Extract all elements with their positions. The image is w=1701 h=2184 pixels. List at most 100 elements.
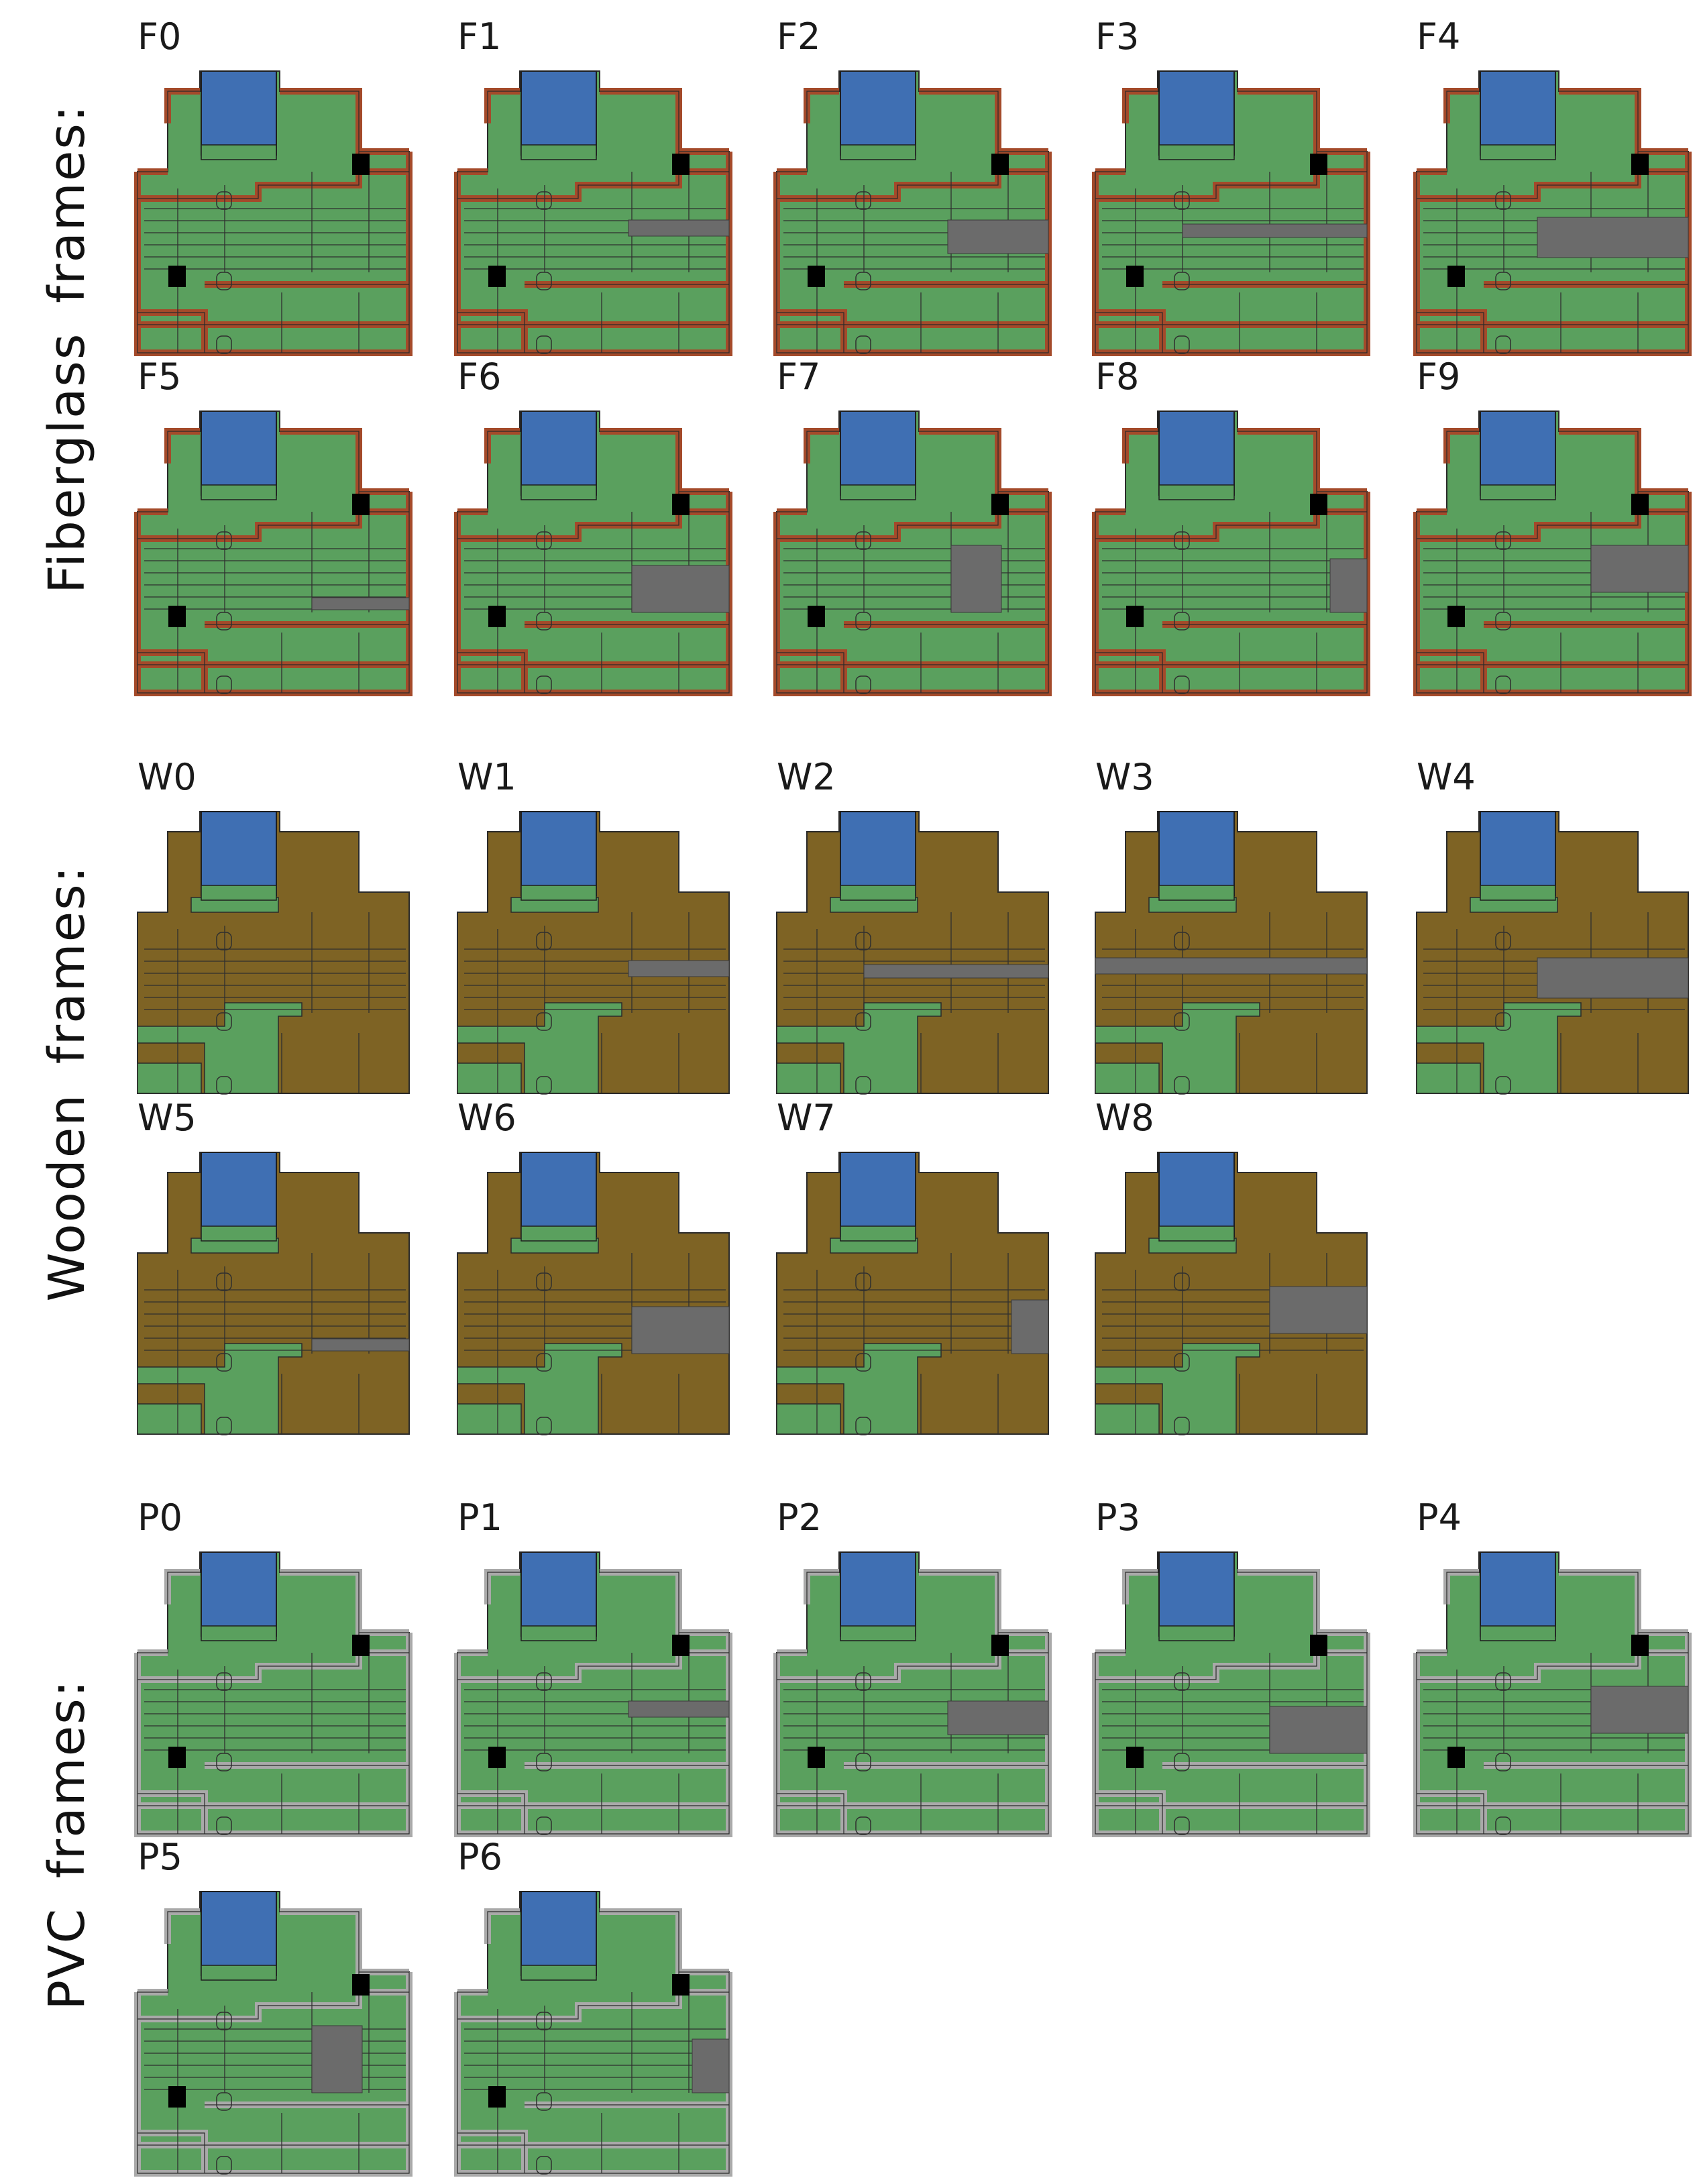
frame-label-w4: W4 xyxy=(1417,756,1476,798)
frame-f6-frame-wall-edge-8 xyxy=(457,652,525,693)
frame-f4-thermal-break-0 xyxy=(1495,191,1511,210)
frame-w2-insulation-1 xyxy=(776,1002,942,1094)
frame-w3-insulation-2 xyxy=(1095,1062,1160,1094)
frame-p1-thermal-break-2 xyxy=(536,1816,552,1835)
frame-p3-frame-wall-edge-0 xyxy=(1125,1572,1158,1604)
frame-f3-thermal-break-0 xyxy=(1174,191,1190,210)
frame-w7-thermal-break-0 xyxy=(855,1272,871,1291)
frame-f2-frame-wall-edge-8 xyxy=(777,312,844,353)
frame-drawing-p2 xyxy=(773,1551,1052,1837)
frame-f7-thermal-break-1 xyxy=(855,612,871,631)
frame-f3-glazing-unit xyxy=(1158,70,1235,156)
frame-p1-frame-wall-edge-0 xyxy=(487,1572,520,1604)
frame-p2-void-lower xyxy=(808,1747,825,1768)
frame-f7-frame-wall-edge-4 xyxy=(776,492,1049,694)
frame-p1-void-upper xyxy=(672,1635,690,1656)
frame-drawing-f1 xyxy=(454,70,732,356)
frame-f5-thermal-break-2 xyxy=(216,675,232,694)
frame-w0-thermal-break-1 xyxy=(216,1012,232,1031)
frame-f0-void-lower xyxy=(168,266,186,287)
frame-f1-frame-wall-edge-1 xyxy=(600,91,729,152)
frame-p4-void-upper xyxy=(1631,1635,1649,1656)
frame-w0-insulation-2 xyxy=(137,1062,202,1094)
frame-f9-void-lower xyxy=(1447,606,1465,627)
frame-f3-frame-wall-edge-4 xyxy=(1095,152,1368,353)
frame-f5-void-lower xyxy=(168,606,186,627)
frame-w0-thermal-break-2 xyxy=(216,1076,232,1095)
frame-p6-thermal-break-0 xyxy=(536,2012,552,2030)
frame-p1-frame-wall-edge-1 xyxy=(600,1572,729,1633)
frame-f5-frame-wall-edge-1 xyxy=(280,431,409,492)
frame-f2-reinforcement-0 xyxy=(947,219,1049,254)
frame-w4-glazing-seal xyxy=(1480,885,1556,901)
frame-w6-section xyxy=(457,1152,730,1435)
frame-p5-reinforcement-0 xyxy=(311,2025,363,2093)
frame-w8-thermal-break-0 xyxy=(1174,1272,1190,1291)
frame-p4-thermal-break-0 xyxy=(1495,1672,1511,1691)
frame-f9-section xyxy=(1413,411,1692,696)
frame-p2-thermal-break-2 xyxy=(855,1816,871,1835)
frame-p3-void-upper xyxy=(1310,1635,1327,1656)
frame-p0-section xyxy=(134,1551,413,1837)
frame-w6-glazing-seal xyxy=(520,1225,597,1242)
frame-p0-void-lower xyxy=(168,1747,186,1768)
frame-drawing-f0 xyxy=(134,70,413,356)
frame-p5-glazing-seal xyxy=(201,1965,277,1981)
frame-label-f6: F6 xyxy=(457,356,502,398)
frame-f8-thermal-break-0 xyxy=(1174,531,1190,550)
frame-f9-thermal-break-2 xyxy=(1495,675,1511,694)
frame-f3-frame-wall-edge-8 xyxy=(1095,312,1163,353)
frame-f7-void-lower xyxy=(808,606,825,627)
frame-w1-insulation-1 xyxy=(457,1002,622,1094)
frame-label-p1: P1 xyxy=(457,1496,502,1539)
frame-f3-thermal-break-2 xyxy=(1174,335,1190,354)
frame-w7-thermal-break-1 xyxy=(855,1353,871,1372)
frame-p0-frame-wall-edge-8 xyxy=(138,1793,205,1834)
frame-p3-frame-wall-edge-1 xyxy=(1238,1572,1367,1633)
frame-p1-void-lower xyxy=(488,1747,506,1768)
frame-f0-frame-wall-edge-1 xyxy=(280,91,409,152)
frame-label-p5: P5 xyxy=(138,1836,182,1878)
frame-w3-section xyxy=(1095,811,1368,1095)
frame-f2-thermal-break-0 xyxy=(855,191,871,210)
frame-w8-section xyxy=(1095,1152,1368,1435)
frame-label-f3: F3 xyxy=(1095,15,1140,58)
frame-w5-thermal-break-2 xyxy=(216,1417,232,1435)
frame-f7-thermal-break-2 xyxy=(855,675,871,694)
frame-p5-frame-wall-edge-1 xyxy=(280,1911,409,1973)
frame-label-f2: F2 xyxy=(777,15,821,58)
frame-f6-glazing-unit xyxy=(520,411,597,496)
frame-f3-frame-wall-edge-0 xyxy=(1125,91,1158,123)
frame-p0-frame-wall-edge-0 xyxy=(167,1572,200,1604)
frame-p6-void-lower xyxy=(488,2086,506,2108)
frame-f6-thermal-break-0 xyxy=(536,531,552,550)
frame-drawing-w8 xyxy=(1095,1152,1368,1435)
frame-label-w8: W8 xyxy=(1095,1097,1154,1139)
frame-f0-thermal-break-0 xyxy=(216,191,232,210)
frame-drawing-w1 xyxy=(457,811,730,1095)
frame-w6-thermal-break-2 xyxy=(536,1417,552,1435)
frame-f1-frame-wall-edge-4 xyxy=(457,152,730,353)
frame-label-p0: P0 xyxy=(138,1496,182,1539)
frame-f5-thermal-break-0 xyxy=(216,531,232,550)
frame-f8-glazing-unit xyxy=(1158,411,1235,496)
frame-drawing-f3 xyxy=(1092,70,1370,356)
frame-p3-reinforcement-0 xyxy=(1269,1706,1368,1754)
frame-p3-thermal-break-1 xyxy=(1174,1753,1190,1771)
frame-f8-thermal-break-2 xyxy=(1174,675,1190,694)
frame-f7-void-upper xyxy=(991,494,1009,515)
frame-f1-section xyxy=(454,70,732,356)
frame-p1-reinforcement-0 xyxy=(628,1700,730,1718)
frame-w3-thermal-break-0 xyxy=(1174,932,1190,950)
wooden-group-label: Wooden frames: xyxy=(38,865,96,1302)
frame-drawing-w0 xyxy=(137,811,410,1095)
frame-w6-thermal-break-0 xyxy=(536,1272,552,1291)
frame-p1-frame-wall-edge-8 xyxy=(457,1793,525,1834)
frame-f2-glazing-unit xyxy=(840,70,916,156)
frame-f3-reinforcement-0 xyxy=(1182,223,1368,238)
frame-f5-frame-wall-edge-0 xyxy=(167,431,200,463)
frame-w5-section xyxy=(137,1152,410,1435)
frame-p3-thermal-break-2 xyxy=(1174,1816,1190,1835)
frame-p6-glazing-seal xyxy=(520,1965,597,1981)
frame-f6-frame-wall-edge-1 xyxy=(600,431,729,492)
